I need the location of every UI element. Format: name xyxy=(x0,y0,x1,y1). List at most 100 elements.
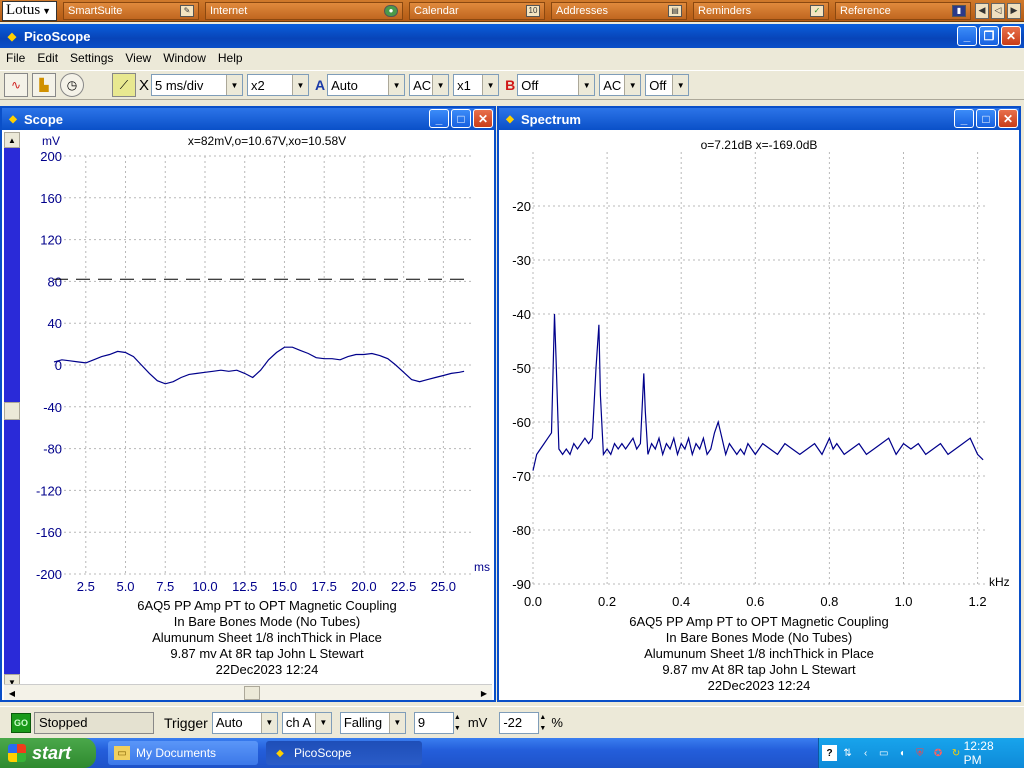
lotus-tab-internet[interactable]: Internet ● xyxy=(205,1,403,20)
lotus-tab-label: SmartSuite xyxy=(68,4,123,17)
go-button[interactable]: GO xyxy=(11,712,31,733)
scroll-right-icon[interactable]: ▶ xyxy=(480,688,488,698)
trigger-unit: mV xyxy=(467,715,488,730)
security-shield-icon[interactable]: ⛨ xyxy=(916,747,924,759)
pretrigger-input[interactable]: -22 xyxy=(499,711,540,734)
channel-b-extra-select[interactable]: Off ▼ xyxy=(645,74,690,96)
taskbar-item-picoscope[interactable]: ◆ PicoScope xyxy=(266,741,422,765)
menu-settings[interactable]: Settings xyxy=(70,51,114,65)
channel-b-coupling-select[interactable]: AC ▼ xyxy=(599,74,642,96)
menu-view[interactable]: View xyxy=(125,51,152,65)
lotus-smartcenter-bar: Lotus ▼ SmartSuite ✎ Internet ● Calendar 10 … xyxy=(0,0,1024,22)
spin-up-icon[interactable]: ▲ xyxy=(453,713,461,721)
spectrum-title-bar[interactable]: ◆ Spectrum _ □ ✕ xyxy=(499,108,1019,130)
x-tick-label: 0.2 xyxy=(598,594,616,609)
lotus-tab-addresses[interactable]: Addresses ▤ xyxy=(551,1,687,20)
x-tick-label: 0.8 xyxy=(820,594,838,609)
menu-window[interactable]: Window xyxy=(163,51,206,65)
menu-help[interactable]: Help xyxy=(217,51,243,65)
timebase-select[interactable]: 5 ms/div ▼ xyxy=(151,74,244,96)
scope-title-bar[interactable]: ◆ Scope _ □ ✕ xyxy=(2,108,494,130)
channel-a-range-select[interactable]: Auto ▼ xyxy=(327,74,406,96)
lotus-tab-calendar[interactable]: Calendar 10 xyxy=(409,1,545,20)
run-state-panel: Stopped xyxy=(34,711,154,734)
lotus-back-icon[interactable]: ◁ xyxy=(991,2,1005,19)
trigger-mode-select[interactable]: Auto ▼ xyxy=(211,711,278,734)
help-icon[interactable]: ? xyxy=(822,745,838,761)
spectrum-readout: o=7.21dB x=-169.0dB xyxy=(700,138,818,152)
menu-file[interactable]: File xyxy=(6,51,26,65)
scroll-up-icon[interactable]: ▲ xyxy=(4,132,20,148)
trigger-channel-value: ch A xyxy=(285,715,312,730)
scope-chart[interactable]: 200 160 120 80 40 0 -40 -80 -120 -160 -200 2.5 5.0 7.… xyxy=(2,108,494,700)
lotus-tab-label: Reminders xyxy=(698,4,752,17)
windows-flag-icon xyxy=(8,744,26,762)
speaker-icon[interactable]: ◖ xyxy=(898,747,905,759)
app-restore-button[interactable]: ❐ xyxy=(979,26,999,46)
lotus-logo-button[interactable]: Lotus ▼ xyxy=(2,0,57,21)
horizontal-scroll-thumb[interactable] xyxy=(244,686,260,700)
monitor-icon[interactable]: ▭ xyxy=(879,747,889,759)
horizontal-scrollbar[interactable]: ◀ ▶ xyxy=(4,684,492,700)
y-tick-label: -50 xyxy=(512,361,531,376)
spectrum-maximize-button[interactable]: □ xyxy=(976,109,996,128)
scroll-left-icon[interactable]: ◀ xyxy=(8,688,16,698)
channel-a-coupling-value: AC xyxy=(413,77,432,93)
update-icon[interactable]: ↻ xyxy=(951,747,961,759)
chevron-down-icon: ▼ xyxy=(388,712,405,733)
trigger-edge-select[interactable]: Falling ▼ xyxy=(339,711,406,734)
pretrigger-spinner[interactable]: ▲ ▼ xyxy=(539,712,549,734)
scope-close-button[interactable]: ✕ xyxy=(473,109,493,128)
start-button[interactable]: start xyxy=(0,738,96,768)
spectrum-minimize-button[interactable]: _ xyxy=(954,109,974,128)
app-minimize-button[interactable]: _ xyxy=(957,26,977,46)
spectrum-chart[interactable]: -20 -30 -40 -50 -60 -70 -80 -90 0.0 0.2 0.4 0.6 0.8 1… xyxy=(499,108,1019,700)
spin-down-icon[interactable]: ▼ xyxy=(539,724,547,732)
chevron-left-icon[interactable]: ‹ xyxy=(864,747,868,759)
network-icon[interactable]: ⇅ xyxy=(843,747,852,759)
chevron-down-icon: ▼ xyxy=(624,75,641,95)
scope-caption-line: Alumunum Sheet 1/8 inchThick in Place xyxy=(152,630,382,645)
spin-up-icon[interactable]: ▲ xyxy=(539,713,547,721)
spectrum-close-button[interactable]: ✕ xyxy=(998,109,1018,128)
chevron-down-icon: ▼ xyxy=(388,75,405,95)
smartsuite-icon: ✎ xyxy=(180,4,194,17)
trigger-level-spinner[interactable]: ▲ ▼ xyxy=(454,712,464,734)
scope-mode-icon[interactable]: ∿ xyxy=(4,73,28,97)
spectrum-caption: 6AQ5 PP Amp PT to OPT Magnetic Coupling … xyxy=(559,614,959,694)
trigger-mode-value: Auto xyxy=(215,715,243,730)
trace-display-icon[interactable]: ⟋ xyxy=(112,73,136,97)
lotus-scroll-left-icon[interactable]: ◀ xyxy=(975,2,989,19)
channel-a-coupling-select[interactable]: AC ▼ xyxy=(409,74,450,96)
taskbar-item-label: My Documents xyxy=(136,746,217,760)
taskbar: start ▭ My Documents ◆ PicoScope ? ⇅ ‹ ▭ ◖… xyxy=(0,738,1024,768)
taskbar-item-label: PicoScope xyxy=(294,746,352,760)
spectrum-mode-icon[interactable]: ▙ xyxy=(32,73,56,97)
lotus-scroll-right-icon[interactable]: ▶ xyxy=(1007,2,1021,19)
y-tick-label: -120 xyxy=(36,483,62,498)
spectrum-window-title: Spectrum xyxy=(521,111,581,127)
trigger-level-input[interactable]: 9 xyxy=(413,711,454,734)
app-title-bar[interactable]: ◆ PicoScope _ ❐ ✕ xyxy=(0,24,1024,48)
antivirus-icon[interactable]: ✪ xyxy=(933,747,943,759)
scope-minimize-button[interactable]: _ xyxy=(429,109,449,128)
lotus-tab-reference[interactable]: Reference ▮ xyxy=(835,1,971,20)
channel-b-range-select[interactable]: Off ▼ xyxy=(517,74,596,96)
app-close-button[interactable]: ✕ xyxy=(1001,26,1021,46)
scope-maximize-button[interactable]: □ xyxy=(451,109,471,128)
lotus-tab-smartsuite[interactable]: SmartSuite ✎ xyxy=(63,1,199,20)
lotus-tab-label: Internet xyxy=(210,4,248,17)
trigger-channel-select[interactable]: ch A ▼ xyxy=(281,711,332,734)
y-tick-label: -40 xyxy=(512,307,531,322)
pretrigger-value: -22 xyxy=(503,715,523,730)
start-label: start xyxy=(32,742,72,763)
channel-a-multiplier-select[interactable]: x1 ▼ xyxy=(453,74,500,96)
menu-edit[interactable]: Edit xyxy=(37,51,59,65)
spin-down-icon[interactable]: ▼ xyxy=(453,724,461,732)
meter-mode-icon[interactable]: ◷ xyxy=(60,73,84,97)
taskbar-item-my-documents[interactable]: ▭ My Documents xyxy=(108,741,258,765)
zoom-select[interactable]: x2 ▼ xyxy=(247,74,310,96)
vertical-scroll-thumb[interactable] xyxy=(4,402,20,420)
lotus-tab-reminders[interactable]: Reminders ✓ xyxy=(693,1,829,20)
close-glyph[interactable]: X xyxy=(139,76,150,94)
